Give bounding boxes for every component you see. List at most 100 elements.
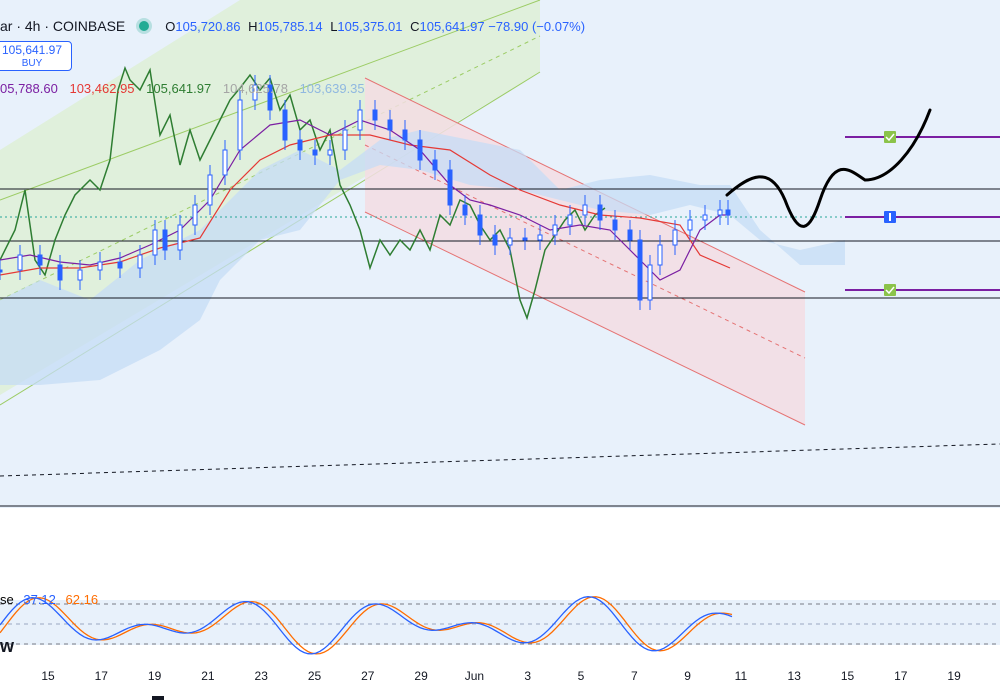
x-tick-label: 11 bbox=[735, 669, 748, 683]
target-check-icon-3 bbox=[884, 284, 896, 296]
candle-body bbox=[237, 99, 243, 151]
chart-gap bbox=[0, 508, 1000, 520]
candle-body bbox=[432, 159, 438, 171]
long-trend-line bbox=[0, 443, 1000, 477]
candle-body bbox=[567, 214, 573, 226]
indicator-values-row: 05,788.60 103,462.95 105,641.97 104,625.… bbox=[0, 81, 373, 96]
indicator-value-tenkan: 05,788.60 bbox=[0, 81, 58, 96]
candle-body bbox=[297, 139, 303, 151]
candle-body bbox=[725, 209, 731, 216]
x-tick-label: 21 bbox=[201, 669, 215, 683]
candle-body bbox=[152, 229, 158, 256]
low-value: 105,375.01 bbox=[337, 18, 403, 34]
candle-body bbox=[647, 264, 653, 301]
candle-body bbox=[637, 239, 643, 301]
oscillator-legend: se 37.12 62.16 bbox=[0, 592, 104, 607]
x-tick-label: 17 bbox=[95, 669, 109, 683]
buy-label: BUY bbox=[21, 58, 43, 69]
high-key: H bbox=[248, 18, 258, 34]
descending-channel-mid bbox=[364, 144, 806, 359]
axis-marker bbox=[152, 696, 164, 700]
stoch-d-value: 62.16 bbox=[65, 592, 99, 607]
candle-body bbox=[282, 109, 288, 141]
osc-w-label: w bbox=[0, 636, 15, 656]
x-tick-label: 25 bbox=[308, 669, 322, 683]
candle-body bbox=[162, 229, 168, 251]
stoch-k-line bbox=[0, 596, 733, 655]
x-tick-label: Jun bbox=[465, 669, 484, 683]
x-tick-label: 27 bbox=[361, 669, 375, 683]
target-marker-icon-2 bbox=[884, 211, 896, 223]
indicator-value-span-b: 103,639.35 bbox=[299, 81, 365, 96]
candle-body bbox=[447, 169, 453, 206]
hand-drawn-projection bbox=[725, 108, 932, 228]
ohlc-readout: O105,720.86 H105,785.14 L105,375.01 C105… bbox=[161, 19, 585, 34]
candle-body bbox=[207, 174, 213, 206]
candle-body bbox=[117, 261, 123, 269]
candle-body bbox=[402, 129, 408, 141]
candle-body bbox=[77, 269, 83, 281]
candle-body bbox=[357, 109, 363, 131]
candle-body bbox=[492, 234, 498, 246]
candle-body bbox=[477, 214, 483, 236]
candle-body bbox=[672, 229, 678, 246]
indicator-value-kijun: 103,462.95 bbox=[69, 81, 135, 96]
indicator-value-span-a: 104,625.78 bbox=[222, 81, 288, 96]
target-check-icon-1 bbox=[884, 131, 896, 143]
x-tick-label: 23 bbox=[255, 669, 269, 683]
x-tick-label: 13 bbox=[788, 669, 802, 683]
x-tick-label: 19 bbox=[148, 669, 162, 683]
x-tick-label: 15 bbox=[841, 669, 855, 683]
candle-body bbox=[192, 204, 198, 226]
symbol-label[interactable]: ar · 4h · COINBASE bbox=[0, 18, 126, 34]
close-key: C bbox=[410, 18, 420, 34]
candle-body bbox=[312, 149, 318, 156]
candle-body bbox=[522, 237, 528, 241]
low-key: L bbox=[330, 18, 338, 34]
stoch-d-line bbox=[0, 596, 733, 655]
close-value: 105,641.97 bbox=[419, 18, 485, 34]
ichimoku-cloud bbox=[0, 130, 845, 385]
chart-header: ar · 4h · COINBASE O105,720.86 H105,785.… bbox=[0, 14, 585, 38]
chikou-line bbox=[0, 65, 606, 321]
candle-body bbox=[612, 219, 618, 231]
candle-body bbox=[597, 204, 603, 221]
x-tick-label: 3 bbox=[524, 669, 531, 683]
descending-channel-bottom bbox=[364, 211, 806, 426]
candlestick-series bbox=[0, 75, 731, 310]
x-tick-label: 15 bbox=[41, 669, 55, 683]
candle-body bbox=[627, 229, 633, 241]
candle-body bbox=[687, 219, 693, 231]
x-tick-label: 19 bbox=[947, 669, 961, 683]
indicator-value-chikou: 105,641.97 bbox=[146, 81, 212, 96]
candle-body bbox=[387, 119, 393, 131]
osc-name: se bbox=[0, 592, 14, 607]
buy-button[interactable]: 105,641.97 BUY bbox=[0, 41, 72, 71]
stoch-k-value: 37.12 bbox=[23, 592, 56, 607]
candle-body bbox=[417, 139, 423, 161]
candle-body bbox=[717, 209, 723, 216]
candle-body bbox=[17, 254, 23, 271]
x-axis: 15 17 19 21 23 25 27 29 Jun 3 5 7 9 11 13 15 17 19 bbox=[41, 669, 961, 683]
candle-body bbox=[582, 204, 588, 216]
open-value: 105,720.86 bbox=[175, 18, 241, 34]
candle-body bbox=[222, 149, 228, 176]
kijun-line bbox=[0, 134, 731, 276]
candle-body bbox=[537, 234, 543, 241]
candle-body bbox=[342, 129, 348, 151]
oscillator-background bbox=[0, 600, 1000, 645]
x-tick-label: 17 bbox=[894, 669, 908, 683]
change-value: −78.90 (−0.07%) bbox=[488, 18, 586, 34]
candle-body bbox=[372, 109, 378, 121]
high-value: 105,785.14 bbox=[257, 18, 323, 34]
candle-body bbox=[177, 224, 183, 251]
candle-body bbox=[97, 261, 103, 271]
candle-body bbox=[552, 224, 558, 236]
x-tick-label: 7 bbox=[631, 669, 638, 683]
market-open-icon bbox=[139, 21, 150, 31]
candle-body bbox=[252, 84, 258, 101]
candle-body bbox=[327, 149, 333, 156]
candle-body bbox=[507, 237, 513, 246]
candle-body bbox=[37, 254, 43, 266]
